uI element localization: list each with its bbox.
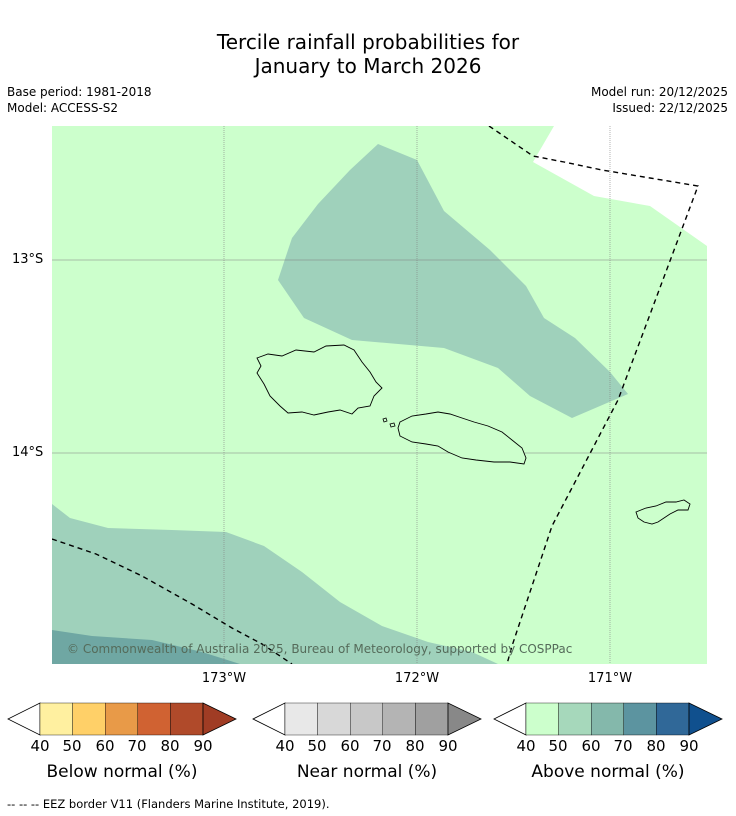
tick: 90 — [679, 737, 699, 755]
issued-date: Issued: 22/12/2025 — [612, 101, 728, 115]
tick: 60 — [340, 737, 360, 755]
tick: 40 — [275, 737, 295, 755]
colorbar-below-normal — [7, 702, 237, 736]
tick: 80 — [405, 737, 425, 755]
tick: 40 — [30, 737, 50, 755]
colorbar-extend-low — [7, 702, 41, 736]
colorbar-box — [104, 702, 138, 736]
colorbar-box — [525, 702, 559, 736]
graticule — [223, 126, 611, 664]
graticule-latitudes — [52, 259, 707, 454]
colorbar-extend-high — [688, 702, 723, 736]
tutuila-island — [635, 499, 691, 525]
colorbar-extend-low — [493, 702, 527, 736]
colorbar-box — [558, 702, 592, 736]
colorbar-extend-high — [202, 702, 237, 736]
lon-label-172w: 172°W — [394, 671, 440, 686]
tick: 80 — [160, 737, 180, 755]
colorbar-box — [656, 702, 690, 736]
colorbar-box — [382, 702, 416, 736]
lat-label-13s: 13°S — [12, 252, 44, 267]
lat-label-14s: 14°S — [12, 445, 44, 460]
model-name: Model: ACCESS-S2 — [7, 101, 119, 115]
manono-island — [389, 422, 396, 428]
no-data-area — [533, 126, 707, 246]
tick: 60 — [581, 737, 601, 755]
colorbar-box — [590, 702, 624, 736]
eez-footnote: -- -- -- EEZ border V11 (Flanders Marine… — [7, 797, 330, 811]
region-above-50-60-north — [278, 144, 628, 418]
lon-label-173w: 173°W — [201, 671, 247, 686]
colorbar-box — [284, 702, 318, 736]
tick: 60 — [95, 737, 115, 755]
copyright-notice: © Commonwealth of Australia 2025, Bureau… — [67, 642, 573, 656]
colorbar-box — [39, 702, 73, 736]
colorbar-box — [415, 702, 449, 736]
map-title: Tercile rainfall probabilities for Janua… — [0, 30, 736, 78]
colorbar-box — [317, 702, 351, 736]
probability-map[interactable] — [52, 126, 707, 664]
colorbar-box — [137, 702, 171, 736]
tick: 90 — [438, 737, 458, 755]
meta-left: Base period: 1981-2018 Model: ACCESS-S2 — [7, 84, 152, 116]
title-line-2: January to March 2026 — [254, 54, 482, 78]
tick: 50 — [307, 737, 327, 755]
tick: 90 — [193, 737, 213, 755]
base-period: Base period: 1981-2018 — [7, 85, 152, 99]
savaii-island — [256, 344, 383, 416]
colorbar-label-above: Above normal (%) — [531, 762, 685, 782]
upolu-island — [397, 411, 527, 465]
region-above-50-60-south — [52, 504, 498, 664]
model-run: Model run: 20/12/2025 — [590, 85, 728, 99]
colorbar-box — [623, 702, 657, 736]
tick: 70 — [613, 737, 633, 755]
colorbar-above-normal — [493, 702, 723, 736]
tick: 70 — [372, 737, 392, 755]
meta-right: Model run: 20/12/2025 Issued: 22/12/2025 — [591, 84, 728, 116]
tick: 50 — [548, 737, 568, 755]
lon-label-171w: 171°W — [587, 671, 633, 686]
colorbar-box — [349, 702, 383, 736]
colorbar-label-below: Below normal (%) — [46, 762, 198, 782]
region-above-60-70-corner — [52, 630, 240, 664]
apolima-island — [382, 417, 388, 423]
colorbar-box — [170, 702, 204, 736]
tick: 40 — [516, 737, 536, 755]
colorbar-box — [72, 702, 106, 736]
title-line-1: Tercile rainfall probabilities for — [216, 30, 520, 54]
colorbar-near-normal — [252, 702, 482, 736]
colorbar-extend-low — [252, 702, 286, 736]
tick: 50 — [62, 737, 82, 755]
colorbar-extend-high — [447, 702, 482, 736]
colorbar-label-near: Near normal (%) — [296, 762, 438, 782]
tick: 70 — [127, 737, 147, 755]
eez-border — [52, 126, 699, 664]
tick: 80 — [646, 737, 666, 755]
